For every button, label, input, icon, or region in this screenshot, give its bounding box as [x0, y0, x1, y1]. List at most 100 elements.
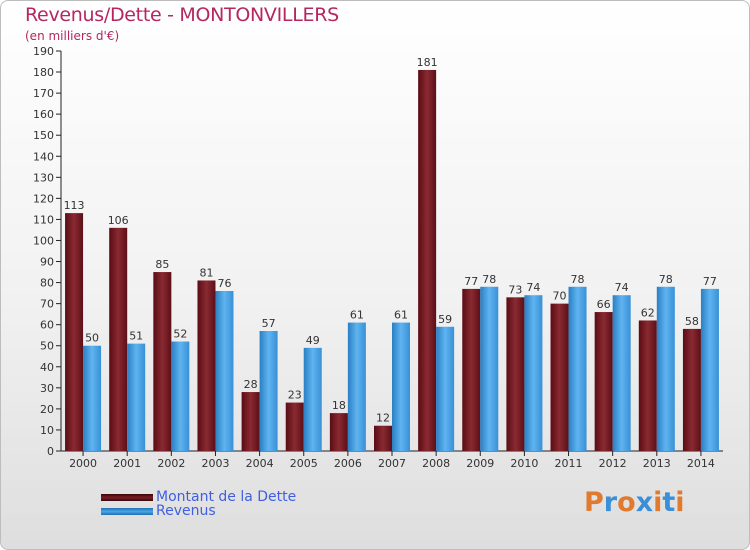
x-tick-label: 2003	[201, 457, 229, 470]
x-tick-label: 2011	[555, 457, 583, 470]
data-label-revenus: 78	[482, 273, 496, 286]
x-tick-label: 2007	[378, 457, 406, 470]
data-label-revenus: 51	[129, 330, 143, 343]
y-tick-label: 80	[40, 277, 54, 290]
bar-revenus	[215, 291, 234, 451]
data-label-debt: 106	[108, 214, 129, 227]
bar-debt	[153, 272, 172, 451]
x-tick-label: 2008	[422, 457, 450, 470]
bar-revenus	[524, 295, 543, 451]
bar-revenus	[392, 322, 410, 451]
data-label-revenus: 74	[526, 281, 540, 294]
data-label-debt: 77	[464, 275, 478, 288]
data-label-revenus: 59	[438, 313, 452, 326]
data-label-revenus: 50	[85, 332, 99, 345]
y-tick-label: 160	[33, 108, 54, 121]
bar-revenus	[656, 286, 675, 451]
bar-revenus	[612, 295, 631, 451]
data-label-revenus: 77	[703, 275, 717, 288]
data-label-revenus: 74	[615, 281, 629, 294]
data-label-revenus: 49	[306, 334, 320, 347]
y-tick-label: 170	[33, 87, 54, 100]
logo-letter: t	[662, 487, 676, 518]
bar-debt	[682, 328, 701, 451]
y-tick-label: 0	[47, 445, 54, 458]
data-label-debt: 66	[597, 298, 611, 311]
x-tick-label: 2004	[246, 457, 274, 470]
y-tick-label: 30	[40, 382, 54, 395]
data-label-revenus: 78	[659, 273, 673, 286]
x-tick-label: 2014	[687, 457, 715, 470]
bar-debt	[329, 413, 348, 451]
bar-debt	[374, 425, 392, 451]
bar-revenus	[303, 347, 322, 451]
y-tick-label: 140	[33, 150, 54, 163]
bar-debt	[506, 297, 525, 451]
data-label-revenus: 57	[262, 317, 276, 330]
data-label-debt: 12	[376, 412, 390, 425]
data-label-revenus: 61	[394, 309, 408, 322]
data-label-debt: 23	[288, 389, 302, 402]
data-label-debt: 73	[508, 283, 522, 296]
data-label-debt: 81	[199, 266, 213, 279]
data-label-revenus: 61	[350, 309, 364, 322]
logo-letter: i	[653, 487, 663, 518]
data-label-debt: 85	[155, 258, 169, 271]
logo-letter: r	[603, 487, 618, 518]
bar-debt	[241, 392, 260, 451]
x-tick-label: 2012	[599, 457, 627, 470]
bar-revenus	[347, 322, 366, 451]
legend-label-debt: Montant de la Dette	[156, 489, 297, 505]
logo-letter: i	[675, 487, 685, 518]
data-label-debt: 181	[417, 56, 438, 69]
bar-debt	[109, 227, 128, 451]
data-label-debt: 70	[553, 290, 567, 303]
logo-letter: o	[617, 487, 636, 518]
y-tick-label: 110	[33, 213, 54, 226]
logo-letter: P	[584, 487, 604, 518]
chart-subtitle: (en milliers d'€)	[25, 29, 120, 43]
y-tick-label: 60	[40, 319, 54, 332]
data-label-revenus: 52	[173, 328, 187, 341]
x-tick-label: 2005	[290, 457, 318, 470]
x-tick-label: 2001	[113, 457, 141, 470]
y-tick-label: 70	[40, 298, 54, 311]
y-tick-label: 130	[33, 171, 54, 184]
bar-debt	[285, 402, 304, 451]
data-label-revenus: 76	[217, 277, 231, 290]
legend-swatch-debt	[101, 493, 153, 501]
bar-debt	[638, 320, 657, 451]
y-tick-label: 90	[40, 256, 54, 269]
legend-label-revenus: Revenus	[156, 503, 216, 519]
data-labels: 113 50 106 51 85 52 81 76 28 57 23 49 18 61 12 61 181 59 7…	[64, 56, 717, 425]
bar-debt	[65, 213, 84, 451]
bar-debt	[462, 288, 481, 451]
bar-revenus	[259, 331, 278, 451]
chart-title: Revenus/Dette - MONTONVILLERS	[25, 4, 339, 26]
bar-debt	[418, 69, 437, 452]
bar-revenus	[171, 341, 190, 451]
y-tick-label: 190	[33, 45, 54, 58]
bar-revenus	[127, 343, 146, 451]
x-tick-label: 2009	[466, 457, 494, 470]
legend-swatch-revenus	[101, 507, 153, 515]
data-label-debt: 28	[244, 378, 258, 391]
bar-revenus	[436, 326, 455, 451]
data-label-revenus: 78	[571, 273, 585, 286]
bar-debt	[550, 303, 569, 451]
data-label-debt: 58	[685, 315, 699, 328]
x-tick-label: 2006	[334, 457, 362, 470]
y-tick-label: 180	[33, 66, 54, 79]
bar-revenus	[700, 288, 719, 451]
bar-revenus	[83, 345, 102, 451]
x-tick-label: 2000	[69, 457, 97, 470]
logo-letter: x	[635, 487, 654, 518]
data-label-debt: 113	[64, 199, 85, 212]
legend-item-debt: Montant de la Dette	[101, 489, 296, 505]
x-tick-label: 2010	[510, 457, 538, 470]
bars-group	[65, 69, 719, 452]
bar-debt	[594, 312, 613, 451]
y-tick-label: 10	[40, 424, 54, 437]
